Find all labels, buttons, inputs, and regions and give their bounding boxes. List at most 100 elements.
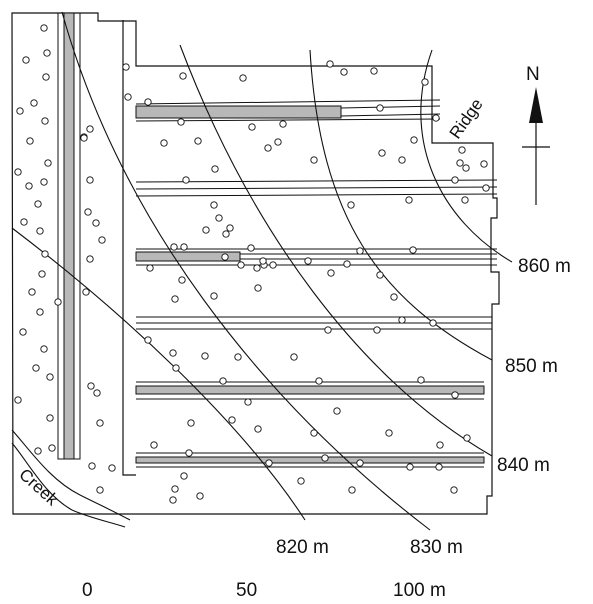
sample-point bbox=[481, 161, 487, 167]
sample-point bbox=[433, 115, 439, 121]
creek-label: Creek bbox=[15, 465, 62, 510]
sample-point bbox=[125, 94, 131, 100]
sample-point bbox=[341, 69, 347, 75]
sample-point bbox=[483, 185, 489, 191]
sample-point bbox=[93, 220, 99, 226]
sample-point bbox=[178, 119, 184, 125]
sample-point bbox=[26, 183, 32, 189]
sample-point bbox=[181, 473, 187, 479]
sample-point bbox=[172, 296, 178, 302]
sample-point bbox=[216, 215, 222, 221]
contour-line-850 bbox=[310, 50, 492, 360]
sample-point bbox=[87, 177, 93, 183]
sample-point bbox=[97, 420, 103, 426]
sample-point bbox=[399, 317, 405, 323]
sample-point bbox=[220, 378, 226, 384]
sample-point bbox=[374, 327, 380, 333]
sample-point bbox=[180, 73, 186, 79]
sample-point bbox=[357, 460, 363, 466]
sample-point bbox=[266, 460, 272, 466]
sample-point bbox=[371, 68, 377, 74]
sample-point bbox=[377, 105, 383, 111]
sample-point bbox=[212, 166, 218, 172]
sample-point bbox=[20, 329, 26, 335]
contour-label-840: 840 m bbox=[497, 455, 550, 476]
sample-point bbox=[305, 258, 311, 264]
sample-point bbox=[31, 100, 37, 106]
sample-point bbox=[418, 377, 424, 383]
sample-point bbox=[179, 277, 185, 283]
sample-point bbox=[348, 202, 354, 208]
sample-point bbox=[89, 463, 95, 469]
sample-point bbox=[349, 487, 355, 493]
sample-points bbox=[15, 25, 489, 503]
scale-tick-50: 50 bbox=[236, 580, 257, 601]
sample-point bbox=[311, 157, 317, 163]
sample-point bbox=[123, 64, 129, 70]
sample-point bbox=[452, 177, 458, 183]
sample-point bbox=[41, 346, 47, 352]
sample-point bbox=[170, 497, 176, 503]
sample-point bbox=[411, 137, 417, 143]
sample-point bbox=[463, 165, 469, 171]
sample-point bbox=[451, 487, 457, 493]
sample-point bbox=[229, 417, 235, 423]
sample-point bbox=[399, 157, 405, 163]
sample-point bbox=[255, 285, 261, 291]
sample-point bbox=[87, 126, 93, 132]
sample-point bbox=[235, 354, 241, 360]
sample-point bbox=[88, 383, 94, 389]
site-boundary bbox=[12, 13, 499, 514]
sample-point bbox=[298, 478, 304, 484]
sample-point bbox=[379, 150, 385, 156]
sample-point bbox=[322, 455, 328, 461]
inner-block-boundary bbox=[123, 20, 136, 475]
sample-point bbox=[45, 160, 51, 166]
north-arrow-icon: N bbox=[522, 64, 550, 205]
sample-point bbox=[260, 258, 266, 264]
sample-point bbox=[410, 247, 416, 253]
sample-point bbox=[275, 139, 281, 145]
sample-point bbox=[464, 435, 470, 441]
ridge-label: Ridge bbox=[446, 95, 487, 142]
sample-point bbox=[240, 75, 246, 81]
sample-point bbox=[42, 251, 48, 257]
sample-point bbox=[41, 25, 47, 31]
sample-point bbox=[42, 118, 48, 124]
north-label: N bbox=[526, 64, 540, 85]
sample-point bbox=[21, 219, 27, 225]
sample-point bbox=[437, 442, 443, 448]
sample-point bbox=[202, 353, 208, 359]
sample-point bbox=[35, 201, 41, 207]
sample-point bbox=[248, 245, 254, 251]
sample-point bbox=[311, 430, 317, 436]
sample-point bbox=[41, 179, 47, 185]
sample-point bbox=[188, 420, 194, 426]
sample-point bbox=[15, 169, 21, 175]
sample-point bbox=[27, 138, 33, 144]
vertical-strip bbox=[58, 13, 80, 459]
sample-point bbox=[334, 408, 340, 414]
sample-point bbox=[99, 237, 105, 243]
sample-point bbox=[186, 450, 192, 456]
sample-point bbox=[173, 365, 179, 371]
sample-point bbox=[227, 225, 233, 231]
sample-point bbox=[94, 390, 100, 396]
sample-point bbox=[85, 209, 91, 215]
sample-point bbox=[23, 57, 29, 63]
sample-point bbox=[81, 135, 87, 141]
sample-point bbox=[37, 309, 43, 315]
sample-point bbox=[161, 140, 167, 146]
sample-point bbox=[459, 147, 465, 153]
scale-tick-0: 0 bbox=[82, 580, 93, 601]
sample-point bbox=[83, 289, 89, 295]
sample-point bbox=[254, 265, 260, 271]
sample-point bbox=[391, 294, 397, 300]
sample-point bbox=[197, 493, 203, 499]
horizontal-strip-5 bbox=[136, 382, 484, 399]
sample-point bbox=[255, 426, 261, 432]
sample-point bbox=[222, 254, 228, 260]
sample-point bbox=[436, 464, 442, 470]
sample-point bbox=[344, 261, 350, 267]
